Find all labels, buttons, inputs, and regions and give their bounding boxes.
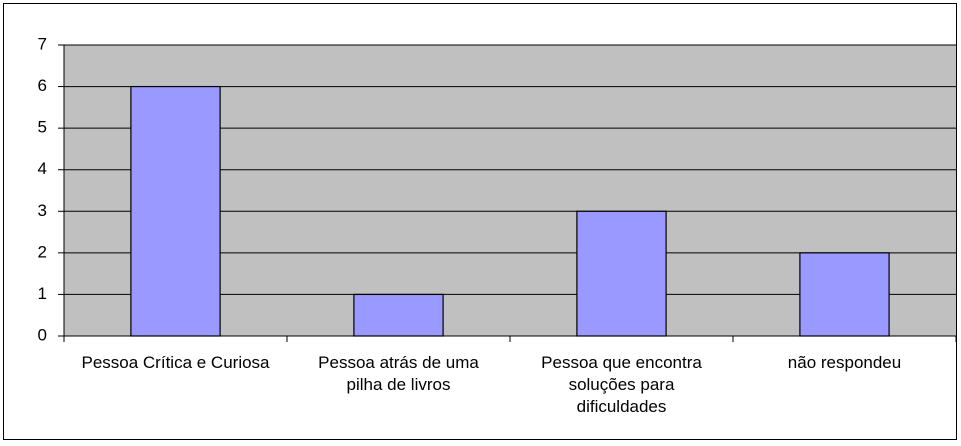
- bar: [799, 252, 890, 337]
- y-tick-label: 0: [38, 325, 47, 344]
- y-tick-label: 6: [38, 76, 47, 95]
- x-tick-label: não respondeu: [787, 353, 902, 372]
- y-tick-label: 2: [38, 242, 47, 261]
- y-tick-label: 4: [38, 159, 47, 178]
- x-tick-label: Pessoa que encontra soluções para dificu…: [541, 353, 702, 416]
- y-tick-label: 5: [38, 118, 47, 137]
- y-tick-label: 1: [38, 284, 47, 303]
- bar: [353, 293, 444, 337]
- bar: [576, 210, 667, 337]
- x-tick-label: Pessoa Crítica e Curiosa: [81, 353, 270, 372]
- bar: [130, 85, 221, 337]
- y-tick-label: 7: [38, 34, 47, 53]
- y-tick-label: 3: [38, 201, 47, 220]
- x-tick-label: Pessoa atrás de uma pilha de livros: [318, 353, 479, 394]
